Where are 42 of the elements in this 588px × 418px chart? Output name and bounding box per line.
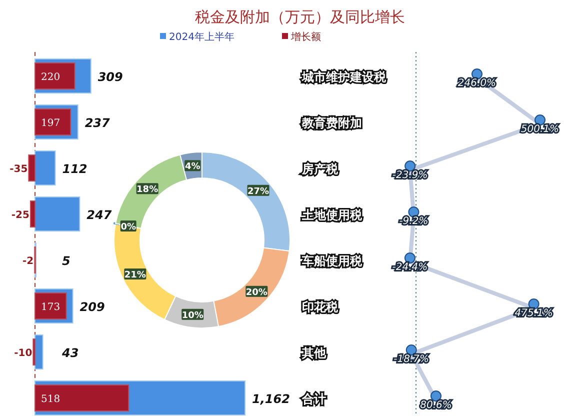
data-label: 237 [84, 116, 111, 130]
data-label: 309 [98, 70, 123, 84]
y-tick-label: 土地使用税 [301, 208, 363, 222]
data-label: 112 [62, 162, 88, 176]
data-label: -18.7% [394, 354, 430, 365]
y-tick-label: 城市维护建设税 [301, 70, 387, 84]
data-label: -25 [11, 210, 30, 221]
data-label: 220 [41, 72, 60, 83]
y-tick-label: 教育费附加 [301, 116, 362, 130]
data-label: 80.6% [420, 400, 452, 411]
data-label: 20% [246, 288, 268, 298]
data-label: 475.1% [514, 308, 553, 319]
data-label: -24.4% [392, 262, 428, 273]
data-label: 500.1% [520, 124, 560, 135]
text: 税金及附加（万元）及同比增长 [195, 8, 405, 26]
data-label: -2 [22, 256, 34, 267]
data-label: -23.9% [392, 170, 428, 181]
data-label: -35 [10, 164, 28, 175]
data-label: -10 [14, 348, 32, 359]
data-label: -9.2% [399, 216, 428, 227]
data-label: 209 [80, 300, 105, 314]
y-tick-label: 其他 [301, 346, 327, 360]
data-label: 518 [41, 394, 60, 405]
y-tick-label: 印花税 [302, 300, 339, 314]
data-label: 173 [41, 302, 60, 313]
data-label: 10% [182, 310, 204, 321]
data-label: 21% [124, 270, 146, 281]
data-label: 247 [86, 208, 112, 222]
data-label: 246.0% [458, 78, 496, 89]
data-label: 27% [247, 186, 270, 197]
data-label: 1,162 [252, 392, 290, 406]
data-label: 43 [61, 346, 79, 360]
y-tick-label: 车船使用税 [301, 254, 363, 268]
data-label: 18% [136, 185, 158, 196]
text: 0% [120, 222, 136, 232]
legend-label: 2024年上半年 [169, 31, 234, 43]
data-label: 4% [184, 162, 200, 172]
legend-label: 增长额 [290, 31, 321, 43]
data-label: 197 [41, 118, 60, 129]
data-label: 5 [62, 254, 70, 268]
y-tick-label: 房产税 [301, 162, 339, 176]
y-tick-label: 合计 [301, 392, 326, 406]
